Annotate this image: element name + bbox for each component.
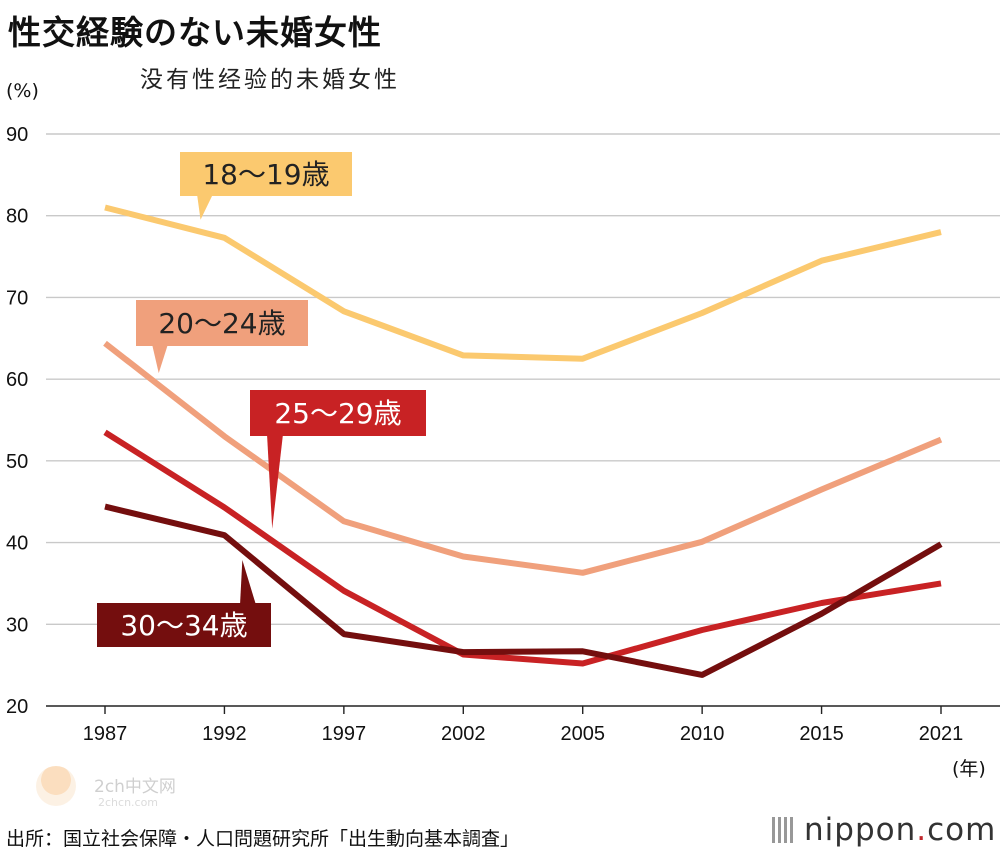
x-tick-label: 2021: [919, 723, 964, 745]
callout-pointer-2: [152, 344, 168, 374]
series-line-4: [104, 503, 943, 678]
mascot-icon: [36, 766, 76, 806]
x-tick-label: 1987: [83, 723, 128, 745]
callout-box-2: [136, 300, 308, 346]
callout-box-4: [97, 603, 271, 647]
callout-box-3: [250, 390, 426, 436]
series-label-3: 25〜29歳: [274, 397, 401, 430]
chart-subtitle: 没有性经验的未婚女性: [140, 67, 400, 93]
y-tick-label: 20: [6, 696, 28, 718]
x-tick-label: 1997: [322, 723, 367, 745]
x-tick-label: 2002: [441, 723, 486, 745]
y-tick-label: 80: [6, 206, 28, 228]
y-tick-label: 60: [6, 369, 28, 391]
series-label-4: 30〜34歳: [120, 609, 247, 642]
chart-title: 性交経験のない未婚女性: [8, 13, 382, 52]
brand-dot: .: [916, 812, 928, 848]
callout-pointer-4: [240, 560, 256, 605]
series-label-1: 18〜19歳: [202, 158, 329, 191]
brand-logo: nippon.com: [772, 812, 996, 848]
series-line-1: [104, 204, 942, 362]
watermark-url: 2chcn.com: [98, 796, 159, 809]
brand-name: nippon: [804, 812, 917, 848]
x-tick-label: 2005: [560, 723, 605, 745]
y-tick-label: 70: [6, 287, 28, 309]
series-line-2: [103, 340, 943, 576]
watermark: 2ch中文网 2chcn.com: [36, 766, 186, 814]
y-tick-label: 90: [6, 124, 28, 146]
callout-pointer-3: [267, 434, 283, 529]
watermark-text: 2ch中文网: [94, 777, 176, 797]
x-axis-unit-label: (年): [952, 758, 986, 780]
series-label-2: 20〜24歳: [158, 307, 285, 340]
source-note: 出所：国立社会保障・人口問題研究所「出生動向基本調査」: [6, 828, 520, 850]
x-tick-label: 2015: [799, 723, 844, 745]
y-tick-label: 30: [6, 614, 28, 636]
y-tick-label: 40: [6, 533, 28, 555]
x-tick-label: 2010: [680, 723, 725, 745]
brand-bars-icon: [772, 817, 796, 843]
y-axis-unit-label: (%): [6, 80, 39, 102]
series-line-3: [103, 429, 942, 667]
brand-tld: com: [927, 812, 997, 848]
callout-pointer-1: [197, 194, 213, 220]
y-tick-label: 50: [6, 451, 28, 473]
x-tick-label: 1992: [202, 723, 247, 745]
callout-box-1: [180, 152, 352, 196]
